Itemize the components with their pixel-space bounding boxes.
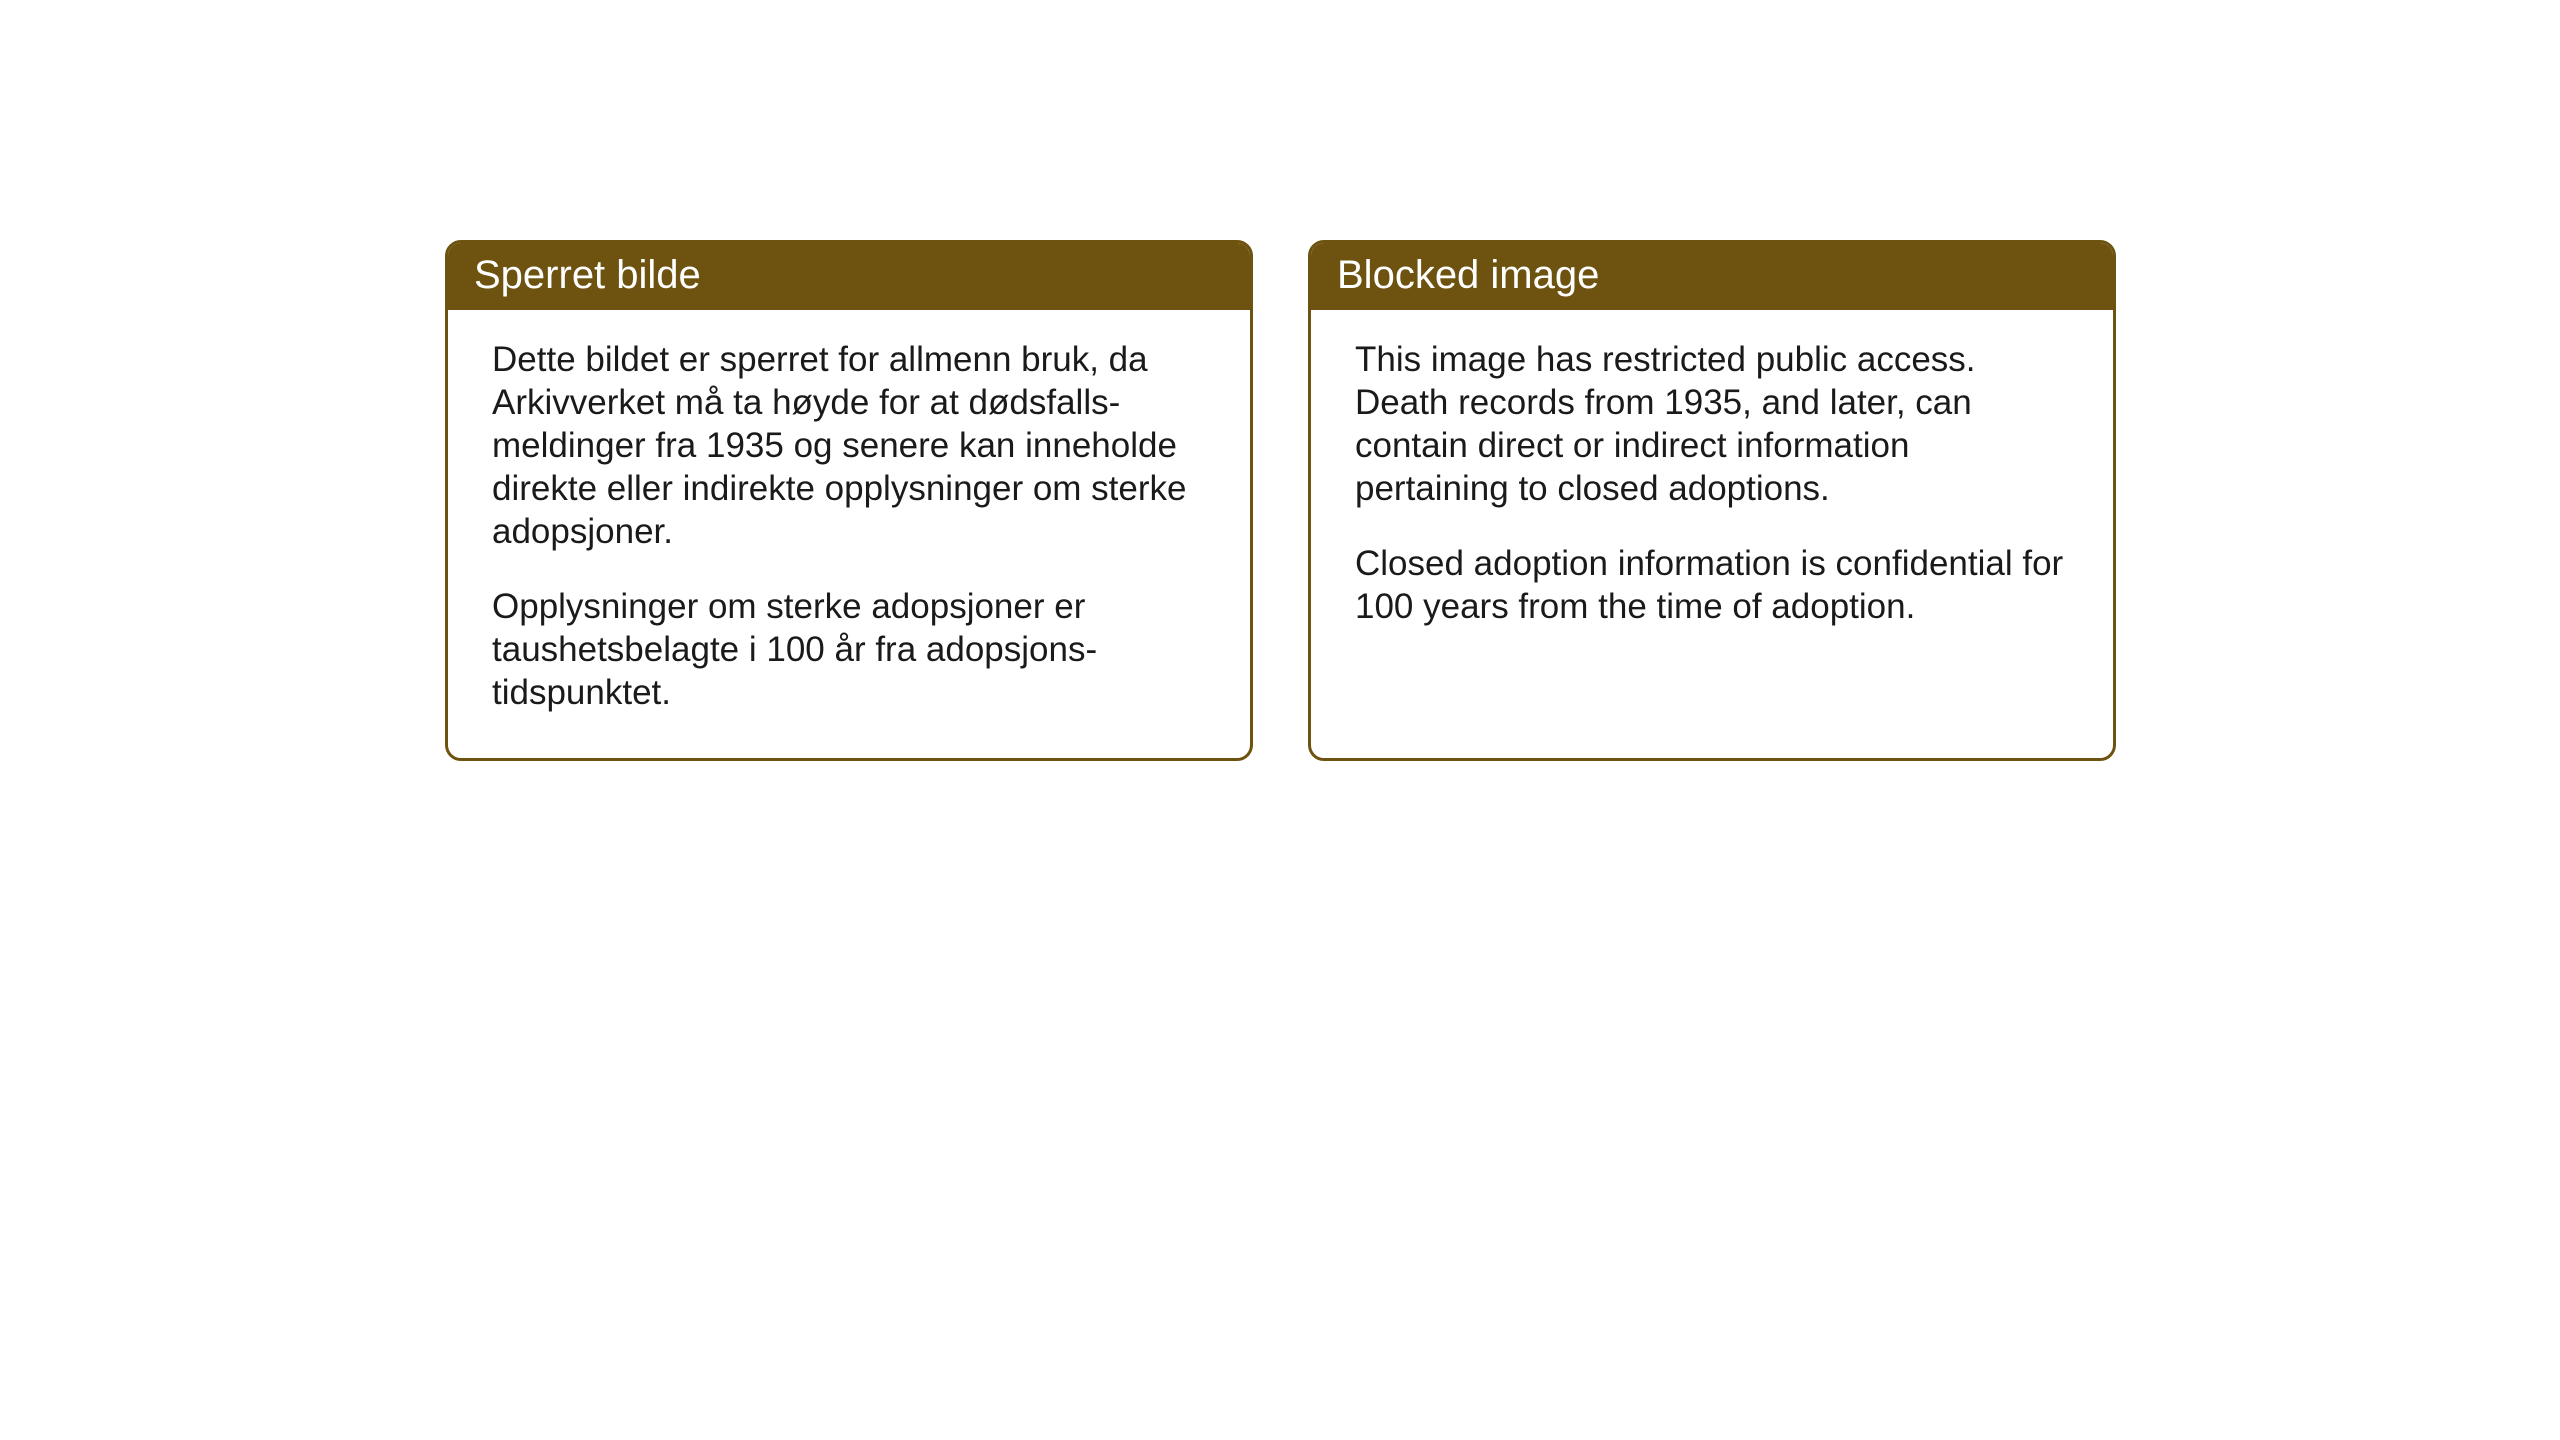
card-body-norwegian: Dette bildet er sperret for allmenn bruk… <box>448 310 1250 758</box>
notice-card-norwegian: Sperret bilde Dette bildet er sperret fo… <box>445 240 1253 761</box>
notice-card-english: Blocked image This image has restricted … <box>1308 240 2116 761</box>
notice-container: Sperret bilde Dette bildet er sperret fo… <box>445 240 2116 761</box>
paragraph-norwegian-1: Dette bildet er sperret for allmenn bruk… <box>492 338 1206 553</box>
paragraph-english-1: This image has restricted public access.… <box>1355 338 2069 510</box>
card-header-norwegian: Sperret bilde <box>448 243 1250 310</box>
paragraph-english-2: Closed adoption information is confident… <box>1355 542 2069 628</box>
card-body-english: This image has restricted public access.… <box>1311 310 2113 740</box>
card-header-english: Blocked image <box>1311 243 2113 310</box>
paragraph-norwegian-2: Opplysninger om sterke adopsjoner er tau… <box>492 585 1206 714</box>
